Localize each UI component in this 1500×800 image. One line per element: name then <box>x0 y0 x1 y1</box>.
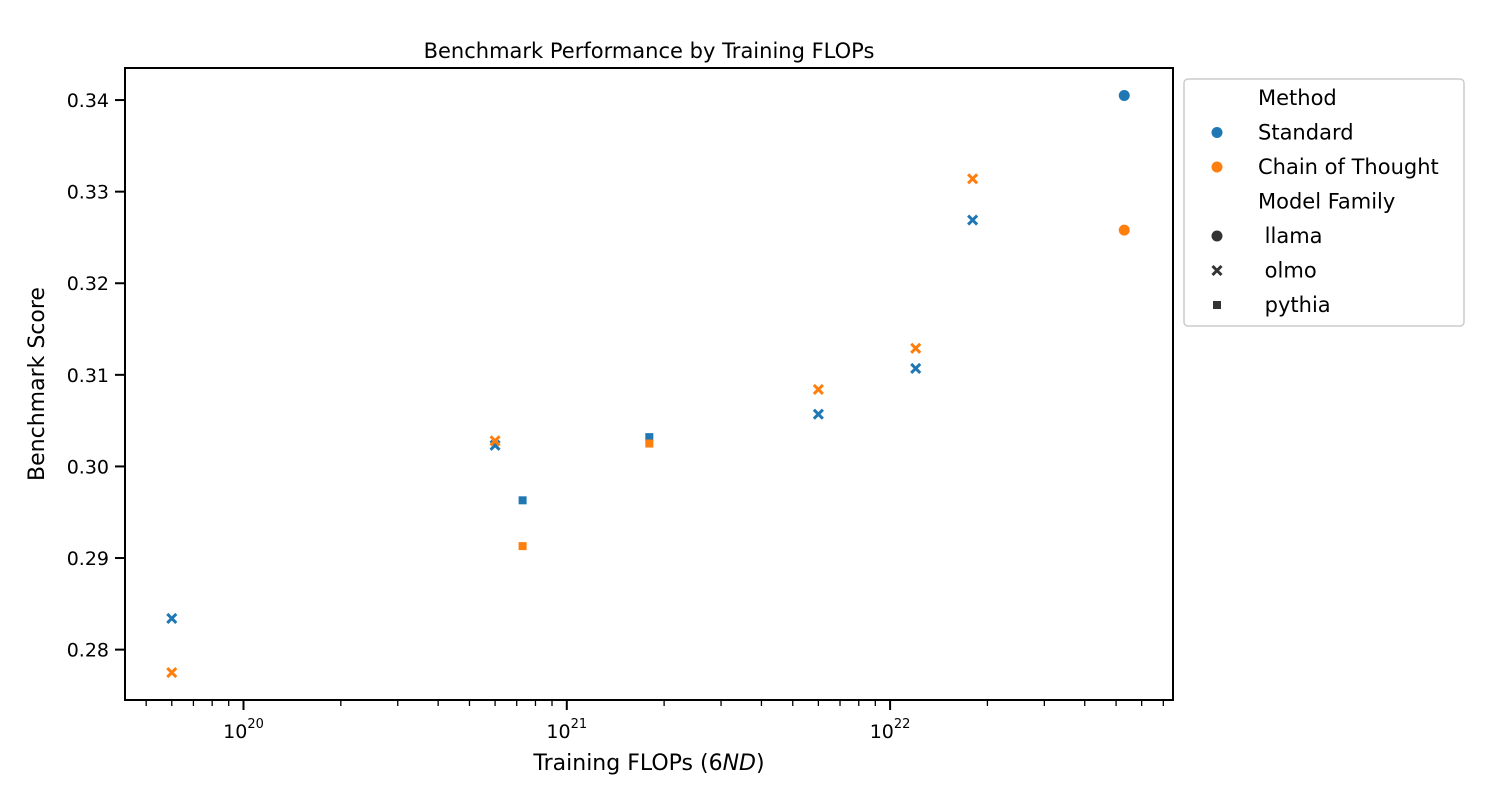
data-point-pythia-standard <box>645 433 654 442</box>
legend-marker-standard <box>1211 127 1223 138</box>
legend: Method Standard Chain of Thought Model Fami… <box>1183 78 1465 327</box>
data-point-olmo-standard <box>910 362 922 374</box>
x-ticks: 1020 1021 1022 <box>145 700 1164 743</box>
y-tick-label: 0.32 <box>67 273 109 295</box>
legend-marker-llama <box>1211 230 1223 242</box>
data-point-olmo-standard <box>967 214 979 226</box>
data-point-llama-standard <box>1118 89 1130 101</box>
x-tick-label: 1022 <box>870 717 911 743</box>
y-ticks: 0.28 0.29 0.30 0.31 0.32 0.33 0.34 <box>67 90 125 662</box>
x-axis: 1020 1021 1022 Training FLOPs (6ND) <box>145 700 1164 776</box>
legend-label-cot: Chain of Thought <box>1258 155 1439 179</box>
legend-marker-pythia <box>1213 301 1221 309</box>
plot-area <box>124 67 1174 701</box>
data-point-olmo-standard <box>166 612 178 625</box>
plot-frame <box>124 67 1174 701</box>
y-axis: 0.28 0.29 0.30 0.31 0.32 0.33 0.34 Benchmark S… <box>25 90 125 662</box>
legend-title-method: Method <box>1258 86 1337 110</box>
y-tick-label: 0.28 <box>67 640 109 662</box>
y-tick-label: 0.29 <box>67 548 109 570</box>
data-point-olmo-cot <box>812 383 824 396</box>
data-point-llama-cot <box>1118 224 1130 236</box>
x-axis-label: Training FLOPs (6ND) <box>532 751 764 776</box>
data-point-olmo-cot <box>166 666 178 679</box>
data-point-olmo-cot <box>910 342 922 354</box>
data-point-pythia-standard <box>518 496 527 505</box>
y-tick-label: 0.34 <box>67 90 109 112</box>
points-layer <box>166 89 1130 679</box>
chart-title: Benchmark Performance by Training FLOPs <box>424 39 875 63</box>
data-point-pythia-cot <box>645 439 654 448</box>
y-tick-label: 0.33 <box>67 182 109 204</box>
legend-title-family: Model Family <box>1258 190 1395 214</box>
data-point-olmo-cot <box>489 435 501 447</box>
x-tick-label: 1020 <box>223 717 264 743</box>
legend-items: Method Standard Chain of Thought Model Fami… <box>1211 86 1439 317</box>
x-tick-label: 1021 <box>546 717 587 743</box>
legend-label-standard: Standard <box>1258 121 1354 145</box>
legend-marker-cot <box>1211 161 1223 173</box>
legend-label-olmo: olmo <box>1258 259 1317 283</box>
y-tick-label: 0.31 <box>67 365 109 387</box>
legend-label-llama: llama <box>1258 224 1323 248</box>
y-tick-label: 0.30 <box>67 456 109 478</box>
data-point-olmo-cot <box>967 173 979 185</box>
legend-marker-olmo <box>1211 264 1223 277</box>
y-axis-label: Benchmark Score <box>25 287 50 481</box>
data-point-olmo-standard <box>812 408 824 420</box>
legend-label-pythia: pythia <box>1258 293 1331 317</box>
legend-frame <box>1183 78 1465 327</box>
data-point-pythia-cot <box>518 542 527 551</box>
